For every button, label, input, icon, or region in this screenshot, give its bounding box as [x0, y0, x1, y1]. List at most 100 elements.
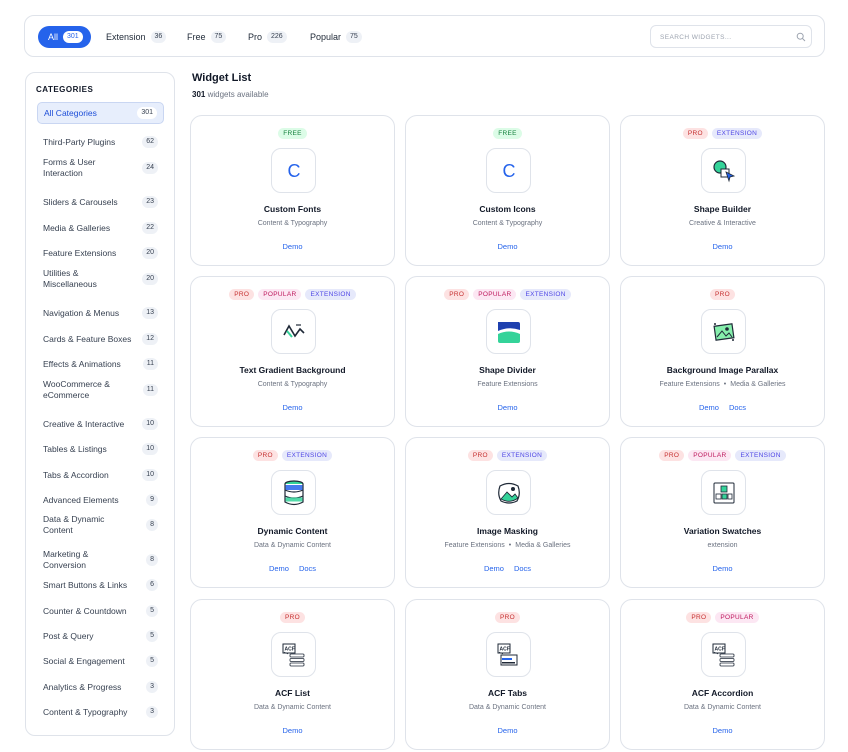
demo-link[interactable]: Demo	[282, 242, 303, 251]
sidebar-item-label: Cards & Feature Boxes	[43, 333, 132, 344]
widget-card[interactable]: PRO POPULAR EXTENSION Text Gradient Backgro…	[190, 276, 395, 427]
demo-link[interactable]: Demo	[712, 242, 733, 251]
sidebar-item-label: All Categories	[44, 107, 97, 118]
widget-card[interactable]: PRO EXTENSION Image Masking Feature Extensi…	[405, 437, 610, 588]
widget-card[interactable]: PRO Background Image Parallax Feature Exte…	[620, 276, 825, 427]
sidebar-item-count: 11	[142, 384, 158, 396]
sidebar-item-count: 9	[146, 494, 158, 506]
widget-links: Demo	[621, 726, 824, 735]
widget-card[interactable]: PRO EXTENSION Dynamic Content Data & Dynami…	[190, 437, 395, 588]
filter-extension[interactable]: Extension 36	[106, 26, 167, 48]
widget-links: Demo Docs	[191, 564, 394, 573]
sidebar-item-marketing-conversion[interactable]: Marketing & Conversion 8	[37, 549, 164, 570]
search-icon[interactable]	[796, 32, 806, 42]
sidebar-item-label: Effects & Animations	[43, 358, 121, 369]
demo-link[interactable]: Demo	[282, 403, 303, 412]
demo-link[interactable]: Demo	[497, 726, 518, 735]
sidebar-item-navigation-menus[interactable]: Navigation & Menus 13	[37, 306, 164, 320]
widget-card[interactable]: PRO ACF ACF List Data & Dynamic Content Demo	[190, 599, 395, 750]
widget-card[interactable]: FREE C Custom Fonts Content & Typography Dem…	[190, 115, 395, 266]
sidebar-title: CATEGORIES	[36, 85, 94, 94]
filter-free[interactable]: Free 75	[187, 26, 227, 48]
sidebar-item-all-categories[interactable]: All Categories 301	[37, 102, 164, 124]
filter-all[interactable]: All 301	[38, 26, 91, 48]
icon-letter: ACF	[714, 646, 724, 652]
widget-links: Demo	[191, 403, 394, 412]
widget-card[interactable]: PRO POPULAR ACF ACF Accordion Data & Dynamic…	[620, 599, 825, 750]
demo-link[interactable]: Demo	[268, 564, 289, 573]
widget-title: Image Masking	[477, 526, 538, 536]
demo-link[interactable]: Demo	[497, 403, 518, 412]
sidebar-item-tabs-accordion[interactable]: Tabs & Accordion 10	[37, 468, 164, 482]
widget-category-label: Feature Extensions	[444, 542, 505, 549]
widget-category: Content & Typography	[406, 220, 609, 227]
widget-title: Dynamic Content	[257, 526, 328, 536]
sidebar-item-forms-user-interaction[interactable]: Forms & User Interaction 24	[37, 156, 164, 180]
sidebar-item-counter-countdown[interactable]: Counter & Countdown 5	[37, 604, 164, 618]
sidebar-item-third-party-plugins[interactable]: Third-Party Plugins 62	[37, 135, 164, 149]
sidebar-item-label: Tabs & Accordion	[43, 469, 109, 480]
demo-link[interactable]: Demo	[282, 726, 303, 735]
sidebar-item-label: Content & Typography	[43, 706, 128, 717]
demo-link[interactable]: Demo	[712, 726, 733, 735]
badge-group: PRO	[191, 612, 394, 623]
sidebar-item-label: Creative & Interactive	[43, 418, 125, 429]
sidebar-item-data-dynamic-content[interactable]: Data & Dynamic Content 8	[37, 514, 164, 535]
widget-card[interactable]: PRO POPULAR EXTENSION Variation Swatches ext…	[620, 437, 825, 588]
pro-badge: PRO	[710, 289, 735, 300]
docs-link[interactable]: Docs	[513, 564, 532, 573]
demo-link[interactable]: Demo	[698, 403, 719, 412]
demo-link[interactable]: Demo	[497, 242, 518, 251]
sidebar-item-media-galleries[interactable]: Media & Galleries 22	[37, 221, 164, 235]
badge-group: PRO POPULAR EXTENSION	[621, 450, 824, 461]
widget-card[interactable]: PRO POPULAR EXTENSION Shape Divider Feature …	[405, 276, 610, 427]
widget-category: Creative & Interactive	[621, 220, 824, 227]
sidebar-item-content-typography[interactable]: Content & Typography 3	[37, 705, 164, 719]
widget-card[interactable]: PRO EXTENSION Shape Builder Creative & Inte…	[620, 115, 825, 266]
sidebar-item-tables-listings[interactable]: Tables & Listings 10	[37, 442, 164, 456]
widget-category-label: Content & Typography	[472, 220, 543, 227]
demo-link[interactable]: Demo	[712, 564, 733, 573]
sidebar-item-label: Analytics & Progress	[43, 681, 122, 692]
widget-title: Background Image Parallax	[666, 365, 779, 375]
sidebar-item-count: 23	[142, 196, 158, 208]
search-box	[650, 25, 812, 48]
widget-title: Text Gradient Background	[239, 365, 346, 375]
widget-category: Feature Extensions	[406, 381, 609, 388]
sidebar-item-advanced-elements[interactable]: Advanced Elements 9	[37, 493, 164, 507]
widget-category-label: Creative & Interactive	[689, 220, 756, 227]
sidebar-item-smart-buttons-links[interactable]: Smart Buttons & Links 6	[37, 578, 164, 592]
widget-category-label: Data & Dynamic Content	[683, 704, 762, 711]
free-badge: FREE	[493, 128, 522, 139]
sidebar-item-feature-extensions[interactable]: Feature Extensions 20	[37, 246, 164, 260]
sidebar-item-label: Feature Extensions	[43, 247, 117, 258]
sidebar-item-social-engagement[interactable]: Social & Engagement 5	[37, 654, 164, 668]
sidebar-item-count: 5	[146, 630, 158, 642]
docs-link[interactable]: Docs	[728, 403, 747, 412]
sidebar-item-count: 5	[146, 655, 158, 667]
sidebar-item-effects-animations[interactable]: Effects & Animations 11	[37, 357, 164, 371]
extension-badge: EXTENSION	[520, 289, 571, 300]
badge-group: PRO EXTENSION	[621, 128, 824, 139]
widget-card[interactable]: FREE C Custom Icons Content & Typography Dem…	[405, 115, 610, 266]
filter-label: Pro	[248, 32, 263, 42]
sidebar-item-woocommerce-ecommerce[interactable]: WooCommerce & eCommerce 11	[37, 378, 164, 402]
filter-popular[interactable]: Popular 75	[310, 26, 362, 48]
sidebar-item-cards-feature-boxes[interactable]: Cards & Feature Boxes 12	[37, 332, 164, 346]
demo-link[interactable]: Demo	[483, 564, 504, 573]
filter-pro[interactable]: Pro 226	[248, 26, 287, 48]
extension-badge: EXTENSION	[711, 128, 763, 139]
database-icon	[271, 470, 316, 515]
sidebar-item-analytics-progress[interactable]: Analytics & Progress 3	[37, 680, 164, 694]
search-input[interactable]	[660, 31, 790, 43]
sidebar-item-sliders-carousels[interactable]: Sliders & Carousels 23	[37, 195, 164, 209]
sidebar-item-utilities-miscellaneous[interactable]: Utilities & Miscellaneous 20	[37, 267, 164, 291]
widget-links: Demo Docs	[621, 403, 824, 412]
sidebar-item-count: 5	[146, 605, 158, 617]
sidebar-item-count: 10	[142, 443, 158, 455]
sidebar-item-label: Third-Party Plugins	[43, 136, 116, 147]
docs-link[interactable]: Docs	[298, 564, 317, 573]
sidebar-item-post-query[interactable]: Post & Query 5	[37, 629, 164, 643]
widget-card[interactable]: PRO ACF ACF Tabs Data & Dynamic Content Demo	[405, 599, 610, 750]
sidebar-item-creative-interactive[interactable]: Creative & Interactive 10	[37, 417, 164, 431]
